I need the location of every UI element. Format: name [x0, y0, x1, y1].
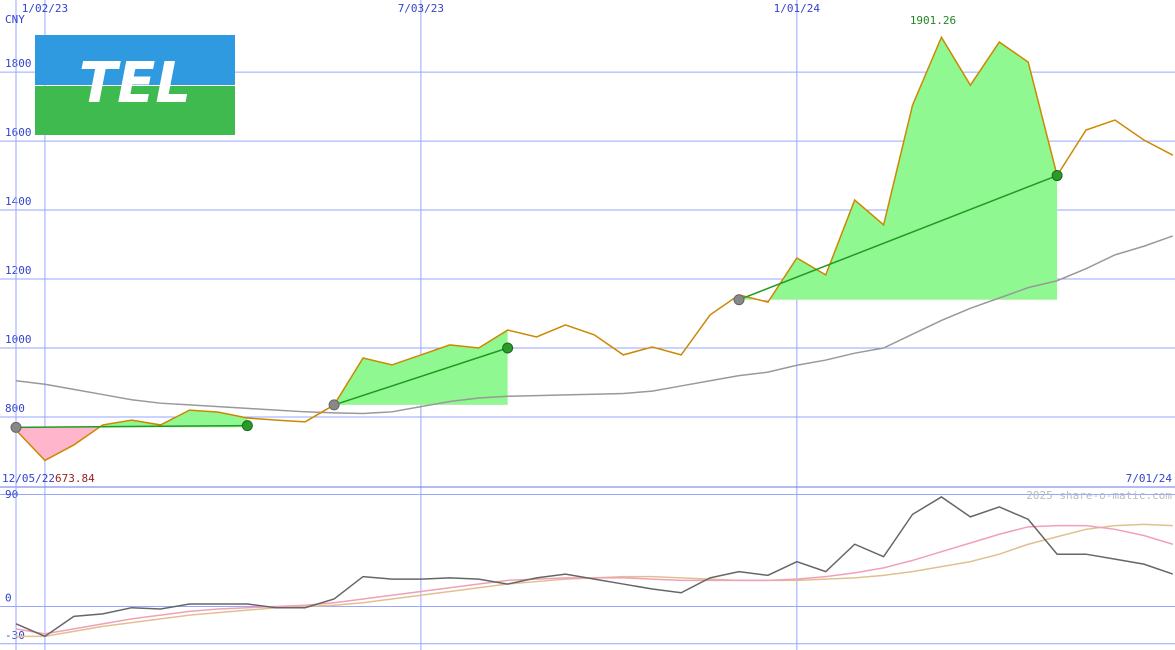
series-line — [15, 524, 1174, 635]
exit-dot — [241, 420, 253, 432]
end-date: 7/01/24 — [1126, 472, 1173, 485]
y-tick-label: 1200 — [5, 264, 32, 277]
series-line — [15, 35, 1174, 462]
trend-line — [333, 347, 508, 406]
watermark: 2025 share-o-matic.com — [1026, 489, 1172, 502]
x-tick-label: 1/02/23 — [22, 2, 68, 15]
max-label: 1901.26 — [910, 14, 956, 27]
exit-dot — [1051, 170, 1063, 182]
min-label: 673.84 — [55, 472, 95, 485]
logo-bottom — [35, 86, 235, 135]
y-tick-label: 0 — [5, 591, 12, 604]
logo-text: TEL — [79, 51, 191, 116]
gain-fill — [334, 330, 508, 405]
unit-label: CNY — [5, 13, 25, 26]
y-tick-label: 800 — [5, 402, 25, 415]
entry-dot — [10, 421, 22, 433]
x-tick-label: 1/01/24 — [774, 2, 821, 15]
exit-dot — [502, 342, 514, 354]
start-date: 12/05/22 — [2, 472, 55, 485]
trend-line — [738, 174, 1058, 301]
x-tick-label: 7/03/23 — [398, 2, 444, 15]
loss-fill — [16, 427, 248, 461]
y-tick-label: 1800 — [5, 57, 32, 70]
y-tick-label: 1600 — [5, 126, 32, 139]
gain-fill — [16, 410, 248, 428]
gain-fill — [739, 37, 1058, 300]
series-line — [15, 235, 1174, 415]
y-tick-label: 1000 — [5, 333, 32, 346]
entry-dot — [328, 399, 340, 411]
series-line — [15, 496, 1174, 638]
series-line — [16, 523, 1173, 638]
y-tick-label: 90 — [5, 488, 18, 501]
logo: TEL — [35, 35, 235, 135]
logo-top — [35, 35, 235, 85]
entry-dot — [733, 294, 745, 306]
y-tick-label: -30 — [5, 629, 25, 642]
y-tick-label: 1400 — [5, 195, 32, 208]
trend-line — [15, 424, 248, 429]
